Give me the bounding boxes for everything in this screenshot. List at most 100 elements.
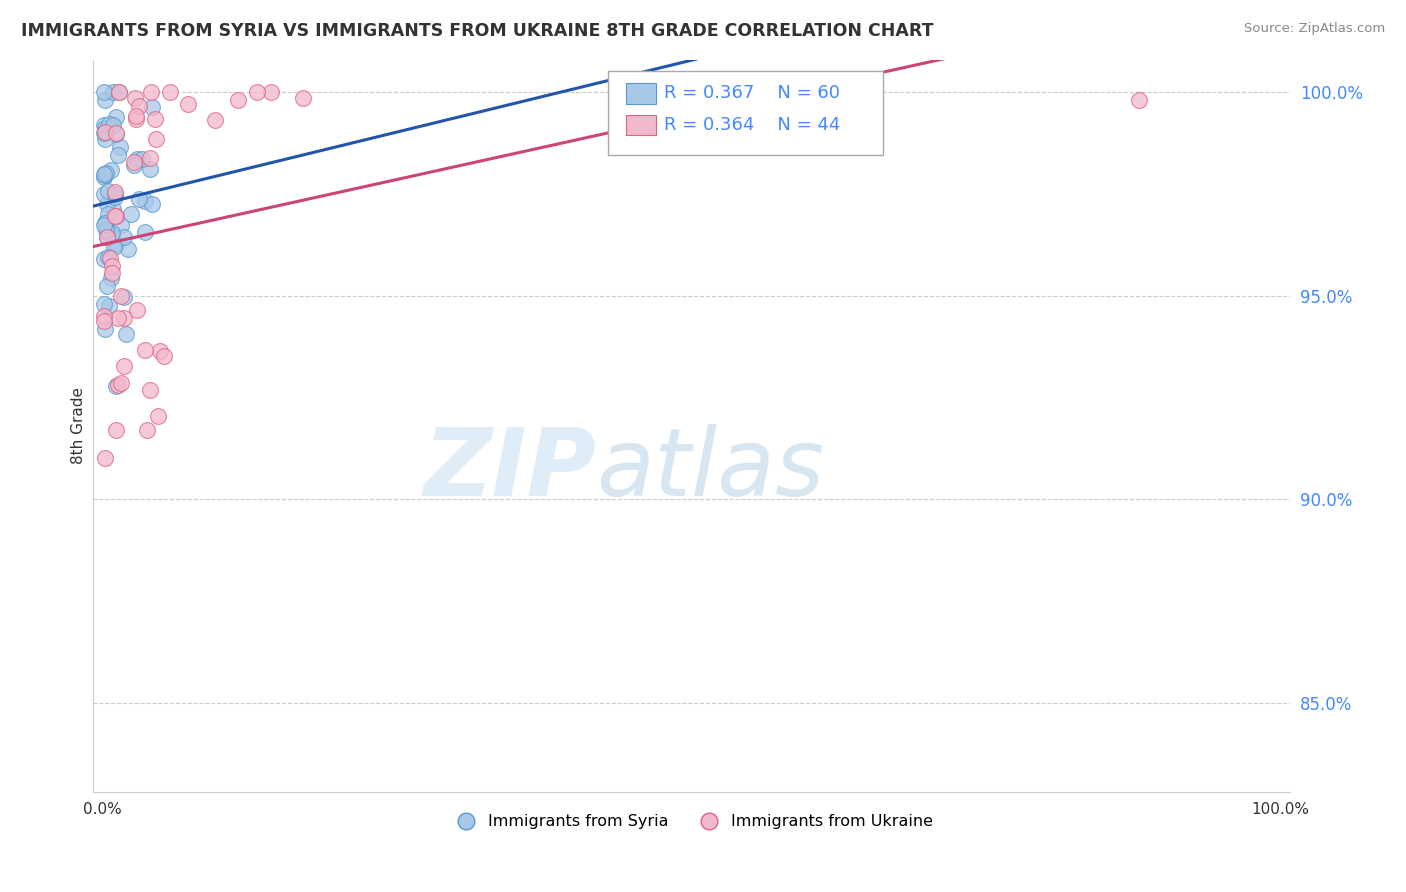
Point: [94, 215, 117, 229]
Point: [100, 266, 122, 280]
Point: [112, 310, 135, 325]
Point: [260, 85, 283, 99]
Point: [141, 197, 163, 211]
Point: [93, 186, 115, 201]
Point: [101, 202, 124, 216]
Point: [104, 423, 127, 437]
Point: [115, 327, 138, 342]
Point: [204, 112, 226, 127]
Point: [94, 120, 117, 135]
Point: [125, 152, 148, 166]
Point: [110, 218, 132, 232]
Point: [93, 252, 115, 267]
Point: [93, 118, 115, 132]
Point: [97, 250, 120, 264]
Point: [94, 223, 117, 237]
Point: [94, 166, 117, 180]
Point: [128, 99, 150, 113]
Point: [104, 209, 127, 223]
Point: [101, 118, 124, 132]
Point: [94, 322, 117, 336]
Point: [93, 94, 115, 108]
Point: [159, 85, 181, 99]
Point: [103, 239, 125, 253]
Bar: [626, 114, 655, 135]
Point: [108, 85, 131, 99]
Point: [110, 376, 132, 390]
Point: [149, 344, 172, 359]
Point: [104, 128, 127, 142]
Point: [94, 125, 117, 139]
Point: [107, 311, 129, 326]
Point: [98, 117, 121, 131]
Point: [143, 112, 166, 126]
Point: [93, 219, 115, 233]
Point: [146, 409, 169, 424]
Point: [93, 169, 115, 184]
Point: [141, 85, 163, 99]
Point: [101, 226, 124, 240]
Point: [96, 196, 118, 211]
Point: [96, 229, 118, 244]
Point: [104, 185, 127, 199]
Point: [125, 303, 148, 318]
Point: [104, 110, 127, 124]
Point: [94, 168, 117, 182]
Point: [139, 383, 162, 397]
Point: [134, 194, 156, 208]
Point: [97, 207, 120, 221]
Point: [131, 152, 153, 166]
Point: [100, 227, 122, 242]
Point: [139, 151, 162, 165]
Point: [97, 184, 120, 198]
Text: IMMIGRANTS FROM SYRIA VS IMMIGRANTS FROM UKRAINE 8TH GRADE CORRELATION CHART: IMMIGRANTS FROM SYRIA VS IMMIGRANTS FROM…: [21, 22, 934, 40]
Bar: [626, 83, 655, 103]
Point: [98, 299, 121, 313]
Point: [93, 313, 115, 327]
Point: [105, 210, 128, 224]
Point: [246, 85, 269, 99]
Point: [104, 126, 127, 140]
Point: [139, 162, 162, 177]
Point: [101, 259, 124, 273]
Text: R = 0.364    N = 44: R = 0.364 N = 44: [664, 116, 841, 134]
Point: [124, 154, 146, 169]
Point: [98, 252, 121, 266]
Point: [176, 97, 198, 112]
Point: [93, 85, 115, 99]
Point: [226, 93, 249, 107]
Point: [93, 450, 115, 465]
Point: [104, 236, 127, 251]
Point: [100, 162, 122, 177]
Point: [153, 349, 176, 363]
Point: [107, 378, 129, 392]
Point: [96, 279, 118, 293]
Text: ZIP: ZIP: [423, 424, 596, 516]
Point: [120, 207, 142, 221]
Point: [128, 193, 150, 207]
Point: [96, 230, 118, 244]
Point: [104, 379, 127, 393]
Point: [100, 270, 122, 285]
Point: [112, 230, 135, 244]
Point: [108, 140, 131, 154]
Point: [141, 100, 163, 114]
Point: [108, 85, 131, 99]
Point: [145, 132, 167, 146]
Point: [110, 289, 132, 303]
Point: [93, 297, 115, 311]
Point: [136, 423, 159, 437]
Text: R = 0.367    N = 60: R = 0.367 N = 60: [664, 85, 841, 103]
Point: [94, 168, 117, 182]
Legend: Immigrants from Syria, Immigrants from Ukraine: Immigrants from Syria, Immigrants from U…: [444, 808, 939, 836]
Point: [97, 227, 120, 241]
Point: [93, 309, 115, 323]
Point: [94, 132, 117, 146]
Point: [93, 167, 115, 181]
Point: [124, 112, 146, 126]
Point: [125, 109, 148, 123]
Text: Source: ZipAtlas.com: Source: ZipAtlas.com: [1244, 22, 1385, 36]
Text: atlas: atlas: [596, 425, 824, 516]
FancyBboxPatch shape: [607, 70, 883, 155]
Point: [117, 242, 139, 256]
